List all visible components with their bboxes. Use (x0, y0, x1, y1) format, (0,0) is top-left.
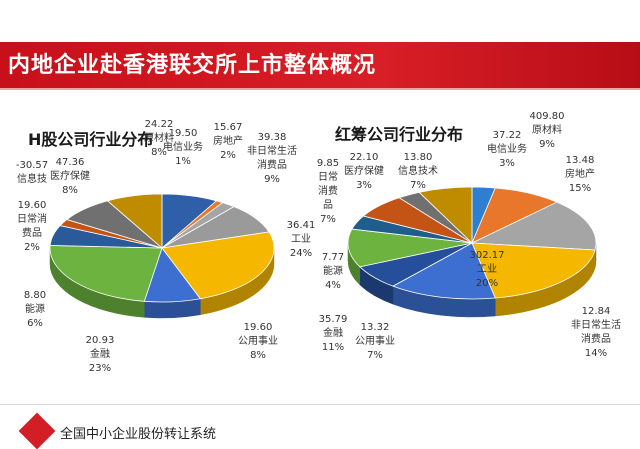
title-banner: 内地企业赴香港联交所上市整体概况 (0, 42, 640, 88)
pie-chart-h-share: 24.22 原材料 8%19.50 电信业务 1% 15.67 房地产 2%39.38 非日常生… (16, 119, 315, 374)
pie-slice-1-3 (471, 242, 596, 299)
h-label-consumer-disc: 39.38 非日常生活消费品 9% (247, 132, 297, 185)
h-label-telecom: 19.50 电信业务 1% (163, 128, 203, 167)
h-share-chart-title: H股公司行业分布 (28, 130, 154, 149)
r-label-consumer-staples: 9.85 日常消费品 7% (317, 158, 339, 225)
h-label-it: -30.57 信息技 (16, 160, 48, 185)
r-label-utilities: 13.32 公用事业 7% (355, 322, 395, 361)
pie-slice-0-6 (49, 245, 163, 302)
h-label-healthcare: 47.36 医疗保健 8% (50, 157, 90, 196)
pie-slice-1-2 (471, 201, 597, 251)
footer-divider (0, 404, 640, 405)
h-label-industrial: 36.41 工业 24% (287, 220, 316, 259)
footer-text: 全国中小企业股份转让系统 (60, 427, 217, 442)
pie-slice-1-10 (418, 186, 473, 244)
r-label-real-estate: 13.48 房地产 15% (565, 155, 595, 194)
h-label-raw-materials: 24.22 原材料 8% (144, 119, 174, 158)
pie-slice-1-6 (347, 228, 473, 268)
r-label-industrial: 302.17 工业 20% (470, 250, 505, 289)
page-title: 内地企业赴香港联交所上市整体概况 (8, 53, 377, 78)
r-label-healthcare: 22.10 医疗保健 3% (344, 152, 384, 191)
pie-charts: 24.22 原材料 8%19.50 电信业务 1% 15.67 房地产 2%39.38 非日常生… (16, 111, 621, 374)
h-label-real-estate: 15.67 房地产 2% (213, 122, 243, 161)
pie-slice-0-4 (161, 231, 275, 300)
r-label-it: 13.80 信息技术 7% (398, 152, 438, 191)
h-label-consumer-staples: 19.60 日常消费品 2% (17, 200, 47, 253)
banner-divider (0, 88, 640, 90)
h-label-energy: 8.80 能源 6% (24, 290, 46, 329)
r-label-raw-materials: 409.80 原材料 9% (530, 111, 565, 150)
r-label-financials: 35.79 金融 11% (319, 314, 348, 353)
r-label-energy: 7.77 能源 4% (322, 252, 344, 291)
h-label-financials: 20.93 金融 23% (86, 335, 115, 374)
pie-chart-red-chip: 37.22 电信业务 3%409.80 原材料 9%13.48 房地产 15% 302.17 工… (317, 111, 621, 361)
r-label-telecom: 37.22 电信业务 3% (487, 130, 527, 169)
pie-slice-1-4 (391, 242, 496, 300)
pie-slice-0-10 (106, 193, 163, 249)
h-label-utilities: 19.60 公用事业 8% (238, 322, 278, 361)
red-chip-chart-title: 红筹公司行业分布 (335, 125, 464, 144)
r-label-consumer-disc: 12.84 非日常生活消费品 14% (571, 306, 621, 359)
